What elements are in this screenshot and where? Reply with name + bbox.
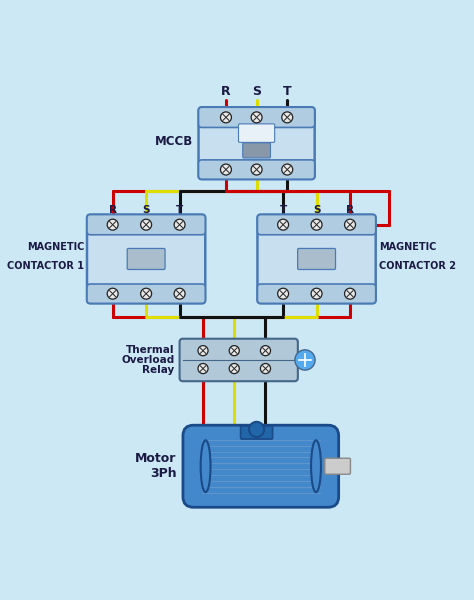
Circle shape: [260, 364, 271, 374]
Circle shape: [198, 346, 208, 356]
Text: T: T: [283, 85, 292, 98]
Text: S: S: [252, 85, 261, 98]
Text: R: R: [346, 205, 354, 215]
Text: MAGNETIC: MAGNETIC: [379, 242, 436, 251]
FancyBboxPatch shape: [199, 107, 315, 127]
FancyBboxPatch shape: [298, 248, 336, 269]
Text: MCCB: MCCB: [155, 136, 193, 148]
Circle shape: [345, 288, 356, 299]
Circle shape: [260, 346, 271, 356]
Text: T: T: [176, 205, 183, 215]
Circle shape: [174, 219, 185, 230]
Circle shape: [107, 288, 118, 299]
Text: MAGNETIC: MAGNETIC: [27, 242, 84, 251]
Circle shape: [220, 164, 231, 175]
FancyBboxPatch shape: [257, 215, 376, 304]
Circle shape: [251, 112, 262, 123]
FancyBboxPatch shape: [180, 339, 298, 381]
FancyBboxPatch shape: [243, 143, 271, 158]
Text: R: R: [109, 205, 117, 215]
Text: R: R: [221, 85, 231, 98]
Text: CONTACTOR 1: CONTACTOR 1: [7, 260, 84, 271]
Circle shape: [249, 422, 264, 437]
Circle shape: [229, 364, 239, 374]
Circle shape: [107, 219, 118, 230]
Circle shape: [311, 219, 322, 230]
Circle shape: [278, 219, 289, 230]
FancyBboxPatch shape: [87, 215, 205, 304]
Ellipse shape: [311, 440, 321, 492]
FancyBboxPatch shape: [199, 160, 315, 179]
Text: Relay: Relay: [142, 365, 174, 375]
Text: Overload: Overload: [121, 355, 174, 365]
Circle shape: [141, 219, 152, 230]
Circle shape: [229, 346, 239, 356]
Circle shape: [278, 288, 289, 299]
FancyBboxPatch shape: [257, 215, 376, 235]
FancyBboxPatch shape: [238, 124, 275, 142]
Text: T: T: [280, 205, 287, 215]
FancyBboxPatch shape: [127, 248, 165, 269]
Circle shape: [311, 288, 322, 299]
Text: 3Ph: 3Ph: [150, 467, 177, 481]
Text: Thermal: Thermal: [126, 345, 174, 355]
FancyBboxPatch shape: [87, 284, 205, 304]
FancyBboxPatch shape: [257, 284, 376, 304]
Circle shape: [282, 164, 293, 175]
Circle shape: [345, 219, 356, 230]
Circle shape: [220, 112, 231, 123]
Circle shape: [282, 112, 293, 123]
FancyBboxPatch shape: [241, 426, 273, 439]
Text: S: S: [142, 205, 150, 215]
Ellipse shape: [201, 440, 210, 492]
FancyBboxPatch shape: [325, 458, 350, 474]
Text: Motor: Motor: [135, 452, 177, 465]
Text: S: S: [313, 205, 320, 215]
Text: CONTACTOR 2: CONTACTOR 2: [379, 260, 456, 271]
Circle shape: [141, 288, 152, 299]
FancyBboxPatch shape: [87, 215, 205, 235]
Circle shape: [174, 288, 185, 299]
Circle shape: [198, 364, 208, 374]
Circle shape: [251, 164, 262, 175]
Circle shape: [295, 350, 315, 370]
FancyBboxPatch shape: [183, 425, 338, 507]
FancyBboxPatch shape: [199, 107, 315, 179]
